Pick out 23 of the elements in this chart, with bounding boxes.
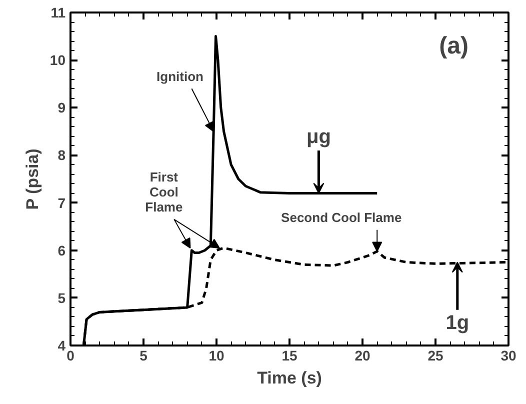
x-tick-label: 30 [500, 348, 516, 364]
annotation: Ignition [156, 68, 204, 84]
annotation: (a) [439, 32, 469, 60]
y-axis-title: P (psia) [22, 148, 42, 210]
x-tick-label: 10 [208, 348, 224, 364]
y-tick-label: 11 [50, 4, 66, 20]
x-tick-label: 0 [66, 348, 75, 364]
y-tick-label: 7 [58, 194, 66, 211]
y-tick-label: 5 [58, 290, 66, 306]
y-tick-label: 6 [58, 242, 66, 258]
y-tick-label: 9 [58, 100, 66, 116]
y-tick-label: 4 [58, 338, 66, 354]
x-tick-label: 15 [282, 348, 298, 364]
x-axis-title: Time (s) [257, 368, 322, 388]
annotation: 1g [446, 312, 470, 334]
annotation: μg [306, 126, 331, 148]
annotation: Second Cool Flame [281, 210, 402, 226]
x-tick-label: 5 [140, 348, 148, 364]
x-tick-label: 25 [428, 348, 444, 364]
y-tick-label: 8 [58, 147, 66, 164]
x-tick-label: 20 [354, 348, 370, 364]
y-tick-label: 10 [50, 52, 66, 68]
annotation: First Cool Flame [145, 170, 183, 215]
